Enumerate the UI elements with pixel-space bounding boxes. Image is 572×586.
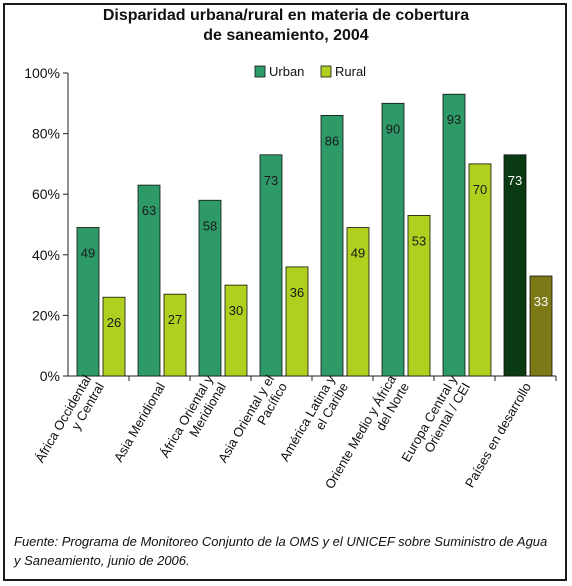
rural-value-label: 26 xyxy=(107,315,121,330)
y-tick-label: 40% xyxy=(32,247,60,263)
urban-bar xyxy=(259,154,283,377)
urban-value-label: 63 xyxy=(142,203,156,218)
y-tick-label: 100% xyxy=(24,65,60,81)
rural-value-label: 49 xyxy=(351,246,365,261)
chart-title: Disparidad urbana/rural en materia de co… xyxy=(0,6,572,46)
urban-bar xyxy=(76,227,100,377)
y-tick-label: 60% xyxy=(32,186,60,202)
rural-bar xyxy=(468,163,492,377)
rural-value-label: 33 xyxy=(534,294,548,309)
chart-title-line-2: de saneamiento, 2004 xyxy=(203,27,369,44)
x-category-label-line: Países en desarrollo xyxy=(462,380,534,490)
urban-bar xyxy=(442,93,466,377)
urban-bar xyxy=(137,184,161,377)
rural-bar xyxy=(346,227,370,377)
urban-value-label: 90 xyxy=(386,121,400,136)
legend-urban-swatch xyxy=(254,65,266,78)
urban-value-label: 49 xyxy=(81,246,95,261)
rural-value-label: 36 xyxy=(290,285,304,300)
urban-bar xyxy=(198,199,222,377)
urban-value-label: 73 xyxy=(508,173,522,188)
urban-value-label: 93 xyxy=(447,112,461,127)
rural-value-label: 70 xyxy=(473,182,487,197)
rural-value-label: 27 xyxy=(168,312,182,327)
y-tick-label: 0% xyxy=(40,368,60,384)
y-tick-label: 20% xyxy=(32,307,60,323)
legend-rural-swatch xyxy=(320,65,332,78)
chart-title-line-1: Disparidad urbana/rural en materia de co… xyxy=(102,7,470,24)
rural-bar xyxy=(224,284,248,377)
legend-urban-label: Urban xyxy=(269,64,304,79)
rural-value-label: 30 xyxy=(229,303,243,318)
legend-rural-label: Rural xyxy=(335,64,366,79)
x-category-label: Países en desarrollo xyxy=(462,380,534,490)
urban-bar xyxy=(503,154,527,377)
urban-value-label: 86 xyxy=(325,133,339,148)
urban-bar xyxy=(381,102,405,377)
rural-bar xyxy=(407,215,431,377)
urban-value-label: 58 xyxy=(203,218,217,233)
urban-value-label: 73 xyxy=(264,173,278,188)
rural-bar xyxy=(285,266,309,377)
urban-bar xyxy=(320,115,344,377)
rural-bar xyxy=(163,293,187,377)
y-tick-label: 80% xyxy=(32,126,60,142)
rural-bar xyxy=(102,296,126,377)
source-note: Fuente: Programa de Monitoreo Conjunto d… xyxy=(14,534,548,568)
rural-value-label: 53 xyxy=(412,233,426,248)
rural-bar xyxy=(529,275,553,377)
